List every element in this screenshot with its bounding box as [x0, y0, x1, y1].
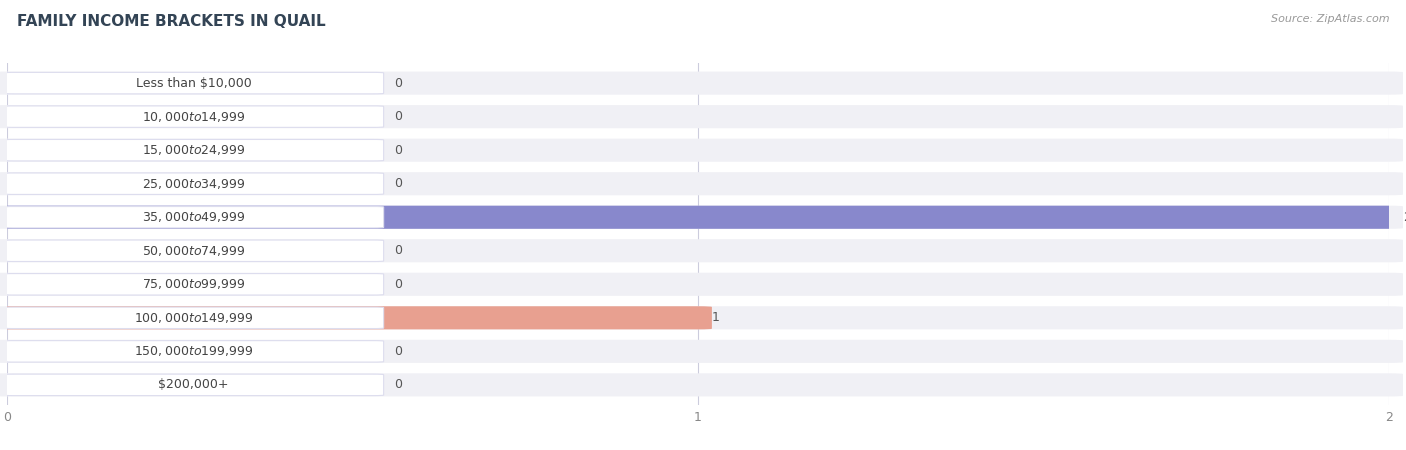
FancyBboxPatch shape [4, 207, 384, 228]
Text: Less than $10,000: Less than $10,000 [136, 76, 252, 90]
Text: $10,000 to $14,999: $10,000 to $14,999 [142, 110, 246, 124]
FancyBboxPatch shape [4, 106, 384, 127]
FancyBboxPatch shape [4, 341, 384, 362]
Text: $50,000 to $74,999: $50,000 to $74,999 [142, 244, 246, 258]
FancyBboxPatch shape [4, 374, 384, 396]
FancyBboxPatch shape [0, 105, 1403, 128]
FancyBboxPatch shape [4, 307, 384, 328]
Text: $35,000 to $49,999: $35,000 to $49,999 [142, 210, 246, 224]
Text: 0: 0 [394, 177, 402, 190]
Text: $150,000 to $199,999: $150,000 to $199,999 [134, 344, 253, 358]
Text: 0: 0 [394, 244, 402, 257]
Text: 0: 0 [394, 345, 402, 358]
Text: 0: 0 [394, 144, 402, 157]
Text: 1: 1 [711, 311, 720, 324]
FancyBboxPatch shape [4, 72, 384, 94]
Text: $25,000 to $34,999: $25,000 to $34,999 [142, 177, 246, 191]
Text: 0: 0 [394, 76, 402, 90]
FancyBboxPatch shape [0, 306, 1403, 329]
Text: 0: 0 [394, 378, 402, 392]
Text: 2: 2 [1403, 211, 1406, 224]
FancyBboxPatch shape [0, 273, 1403, 296]
Text: 0: 0 [394, 278, 402, 291]
FancyBboxPatch shape [0, 340, 1403, 363]
FancyBboxPatch shape [0, 206, 1403, 229]
FancyBboxPatch shape [0, 239, 1403, 262]
Text: 0: 0 [394, 110, 402, 123]
Text: $75,000 to $99,999: $75,000 to $99,999 [142, 277, 246, 291]
FancyBboxPatch shape [0, 72, 1403, 94]
FancyBboxPatch shape [0, 139, 1403, 162]
FancyBboxPatch shape [0, 172, 1403, 195]
FancyBboxPatch shape [4, 173, 384, 194]
FancyBboxPatch shape [0, 374, 1403, 396]
FancyBboxPatch shape [4, 274, 384, 295]
Text: $200,000+: $200,000+ [159, 378, 229, 392]
Text: FAMILY INCOME BRACKETS IN QUAIL: FAMILY INCOME BRACKETS IN QUAIL [17, 14, 326, 28]
FancyBboxPatch shape [4, 140, 384, 161]
Text: $15,000 to $24,999: $15,000 to $24,999 [142, 143, 246, 157]
FancyBboxPatch shape [0, 306, 711, 329]
Text: Source: ZipAtlas.com: Source: ZipAtlas.com [1271, 14, 1389, 23]
FancyBboxPatch shape [0, 206, 1403, 229]
Text: $100,000 to $149,999: $100,000 to $149,999 [134, 311, 253, 325]
FancyBboxPatch shape [4, 240, 384, 261]
